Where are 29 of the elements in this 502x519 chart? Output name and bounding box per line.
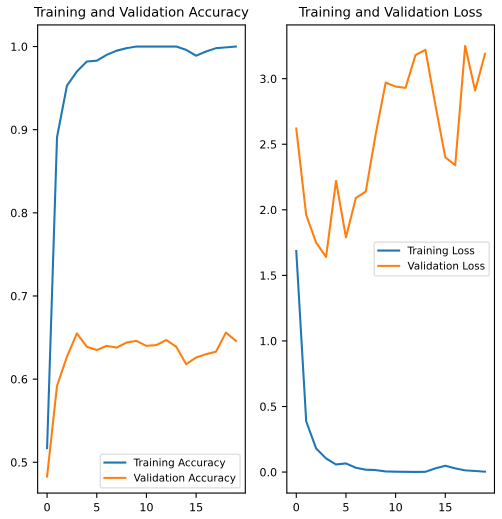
y-tick-label: 1.5	[260, 271, 276, 280]
x-tick-label: 5	[94, 503, 100, 512]
x-tick-label: 10	[390, 502, 402, 512]
y-tick-label: 0.7	[10, 292, 27, 300]
y-tick-label: 0.5	[260, 402, 276, 411]
x-tick-label: 15	[190, 503, 202, 512]
x-tick-label: 0	[293, 502, 300, 512]
y-tick-label: 2.0	[260, 206, 276, 214]
x-tick-label: 15	[439, 503, 452, 512]
line-series	[295, 44, 486, 258]
x-tick-label: 10	[140, 502, 153, 512]
x-tick-label: 0	[44, 502, 50, 512]
y-tick-label: 1.0	[11, 42, 28, 51]
y-tick-label: 0.0	[260, 468, 276, 476]
chart-title: Training and Validation Loss	[298, 6, 482, 20]
y-tick-label: 0.6	[10, 375, 28, 384]
line-series	[46, 45, 237, 450]
legend-label: Training Loss	[407, 246, 474, 256]
legend-label: Validation Loss	[408, 262, 485, 270]
y-tick-label: 0.9	[10, 126, 28, 134]
chart-title: Training and Validation Accuracy	[34, 6, 249, 20]
y-tick-label: 2.5	[260, 140, 276, 149]
legend-label: Training Accuracy	[134, 458, 226, 468]
x-tick-label: 5	[343, 503, 349, 512]
y-tick-label: 0.5	[10, 458, 27, 467]
y-tick-label: 3.0	[260, 74, 276, 84]
legend-label: Validation Accuracy	[134, 474, 236, 484]
y-tick-label: 0.8	[10, 208, 28, 218]
y-tick-label: 1.0	[260, 336, 276, 346]
